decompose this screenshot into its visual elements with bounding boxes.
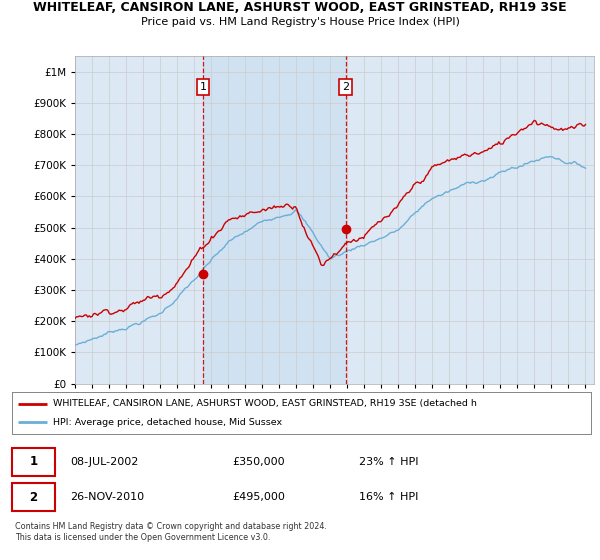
Text: This data is licensed under the Open Government Licence v3.0.: This data is licensed under the Open Gov…	[15, 533, 271, 542]
Text: 2: 2	[29, 491, 37, 503]
Text: 2: 2	[342, 82, 349, 92]
Text: Price paid vs. HM Land Registry's House Price Index (HPI): Price paid vs. HM Land Registry's House …	[140, 17, 460, 27]
Text: 23% ↑ HPI: 23% ↑ HPI	[359, 456, 419, 466]
Text: 08-JUL-2002: 08-JUL-2002	[70, 456, 138, 466]
Text: 1: 1	[199, 82, 206, 92]
Text: 16% ↑ HPI: 16% ↑ HPI	[359, 492, 419, 502]
FancyBboxPatch shape	[12, 447, 55, 475]
Text: £495,000: £495,000	[232, 492, 285, 502]
Text: WHITELEAF, CANSIRON LANE, ASHURST WOOD, EAST GRINSTEAD, RH19 3SE: WHITELEAF, CANSIRON LANE, ASHURST WOOD, …	[33, 1, 567, 14]
Text: £350,000: £350,000	[232, 456, 284, 466]
Text: Contains HM Land Registry data © Crown copyright and database right 2024.: Contains HM Land Registry data © Crown c…	[15, 522, 327, 531]
Text: 26-NOV-2010: 26-NOV-2010	[70, 492, 144, 502]
Text: WHITELEAF, CANSIRON LANE, ASHURST WOOD, EAST GRINSTEAD, RH19 3SE (detached h: WHITELEAF, CANSIRON LANE, ASHURST WOOD, …	[53, 399, 476, 408]
Text: HPI: Average price, detached house, Mid Sussex: HPI: Average price, detached house, Mid …	[53, 418, 281, 427]
Bar	[203, 56, 346, 384]
FancyBboxPatch shape	[12, 483, 55, 511]
Text: 1: 1	[29, 455, 37, 468]
